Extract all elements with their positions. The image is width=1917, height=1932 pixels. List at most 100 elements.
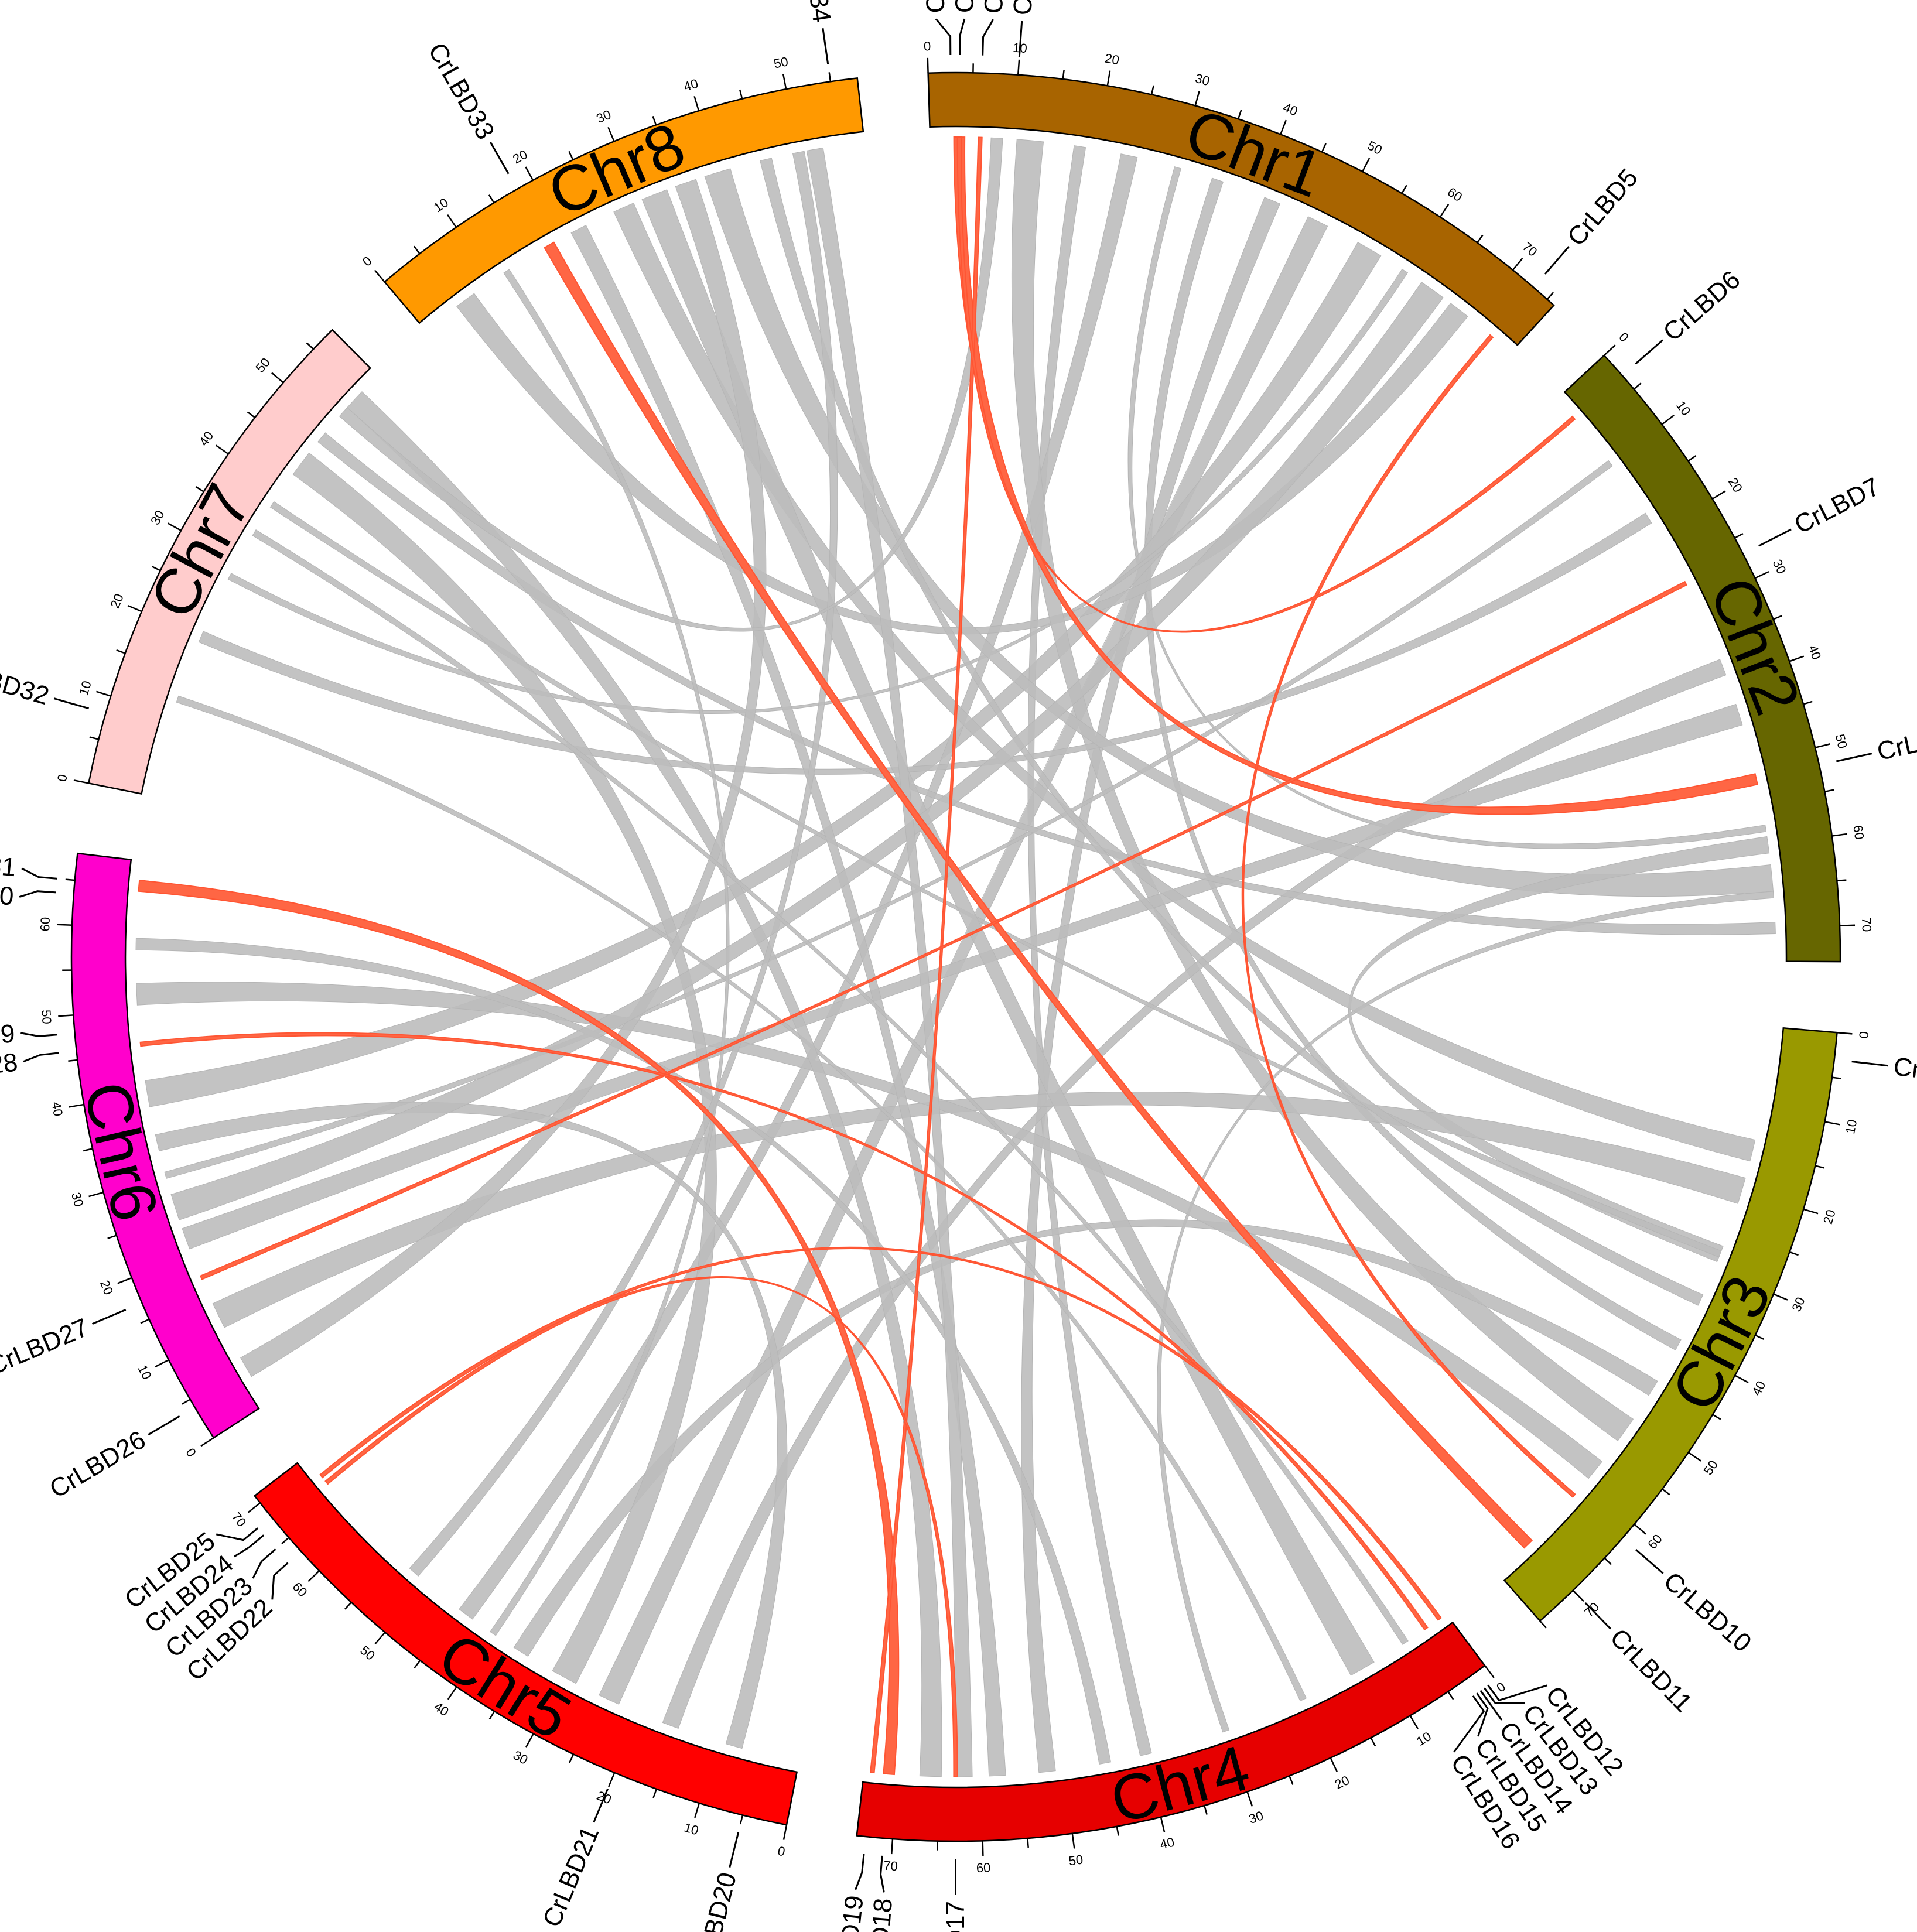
major-tick (1803, 1209, 1818, 1213)
gene-leader-line (1545, 247, 1569, 274)
tick-label: 10 (682, 1820, 700, 1838)
gene-label: CrLBD7 (1790, 472, 1885, 539)
tick-label: 30 (1247, 1808, 1265, 1827)
chromosome-name: Chr4 (1103, 1731, 1256, 1837)
tick-label: 40 (682, 76, 700, 94)
minor-tick (90, 737, 99, 740)
gene-marker: CrLBD32 (0, 654, 89, 710)
tick-label: 30 (511, 1748, 530, 1767)
gene-leader-line (93, 1309, 126, 1324)
major-tick (1825, 1122, 1840, 1125)
gene-label: CrLBD5 (1562, 163, 1643, 251)
tick-label: 30 (1770, 557, 1789, 576)
minor-tick (740, 90, 742, 99)
gene-marker: CrLBD17 (941, 1859, 970, 1932)
gene-leader-line (936, 19, 951, 55)
minor-tick (1832, 1078, 1841, 1079)
gene-label: CrLBD3 (979, 0, 1012, 14)
tick-label: 20 (510, 147, 529, 167)
gene-leader-line (490, 142, 508, 174)
gene-label: CrLBD8 (1874, 719, 1917, 767)
tick-label: 70 (1859, 917, 1874, 932)
major-tick (1634, 1524, 1646, 1534)
gene-leader-line (1852, 1062, 1888, 1066)
tick-label: 50 (357, 1643, 378, 1663)
gene-label: CrLBD34 (792, 0, 836, 25)
gene-leader-line (1636, 1550, 1663, 1574)
gene-label: CrLBD2 (951, 0, 980, 13)
gene-leader-line (216, 1528, 258, 1540)
tick-label: 50 (1365, 138, 1385, 157)
gene-label: CrLBD17 (941, 1901, 970, 1932)
tick-label: 40 (431, 1699, 451, 1719)
gene-label: CrLBD27 (0, 1313, 93, 1381)
gene-label: CrLBD1 (920, 0, 950, 13)
minor-tick (653, 1789, 657, 1798)
tick-label: 30 (148, 508, 168, 527)
gene-label: CrLBD20 (689, 1869, 742, 1932)
gene-leader-line (1836, 754, 1872, 761)
gene-marker: CrLBD19 (829, 1854, 869, 1932)
gene-label: CrLBD9 (1892, 1052, 1917, 1092)
minor-tick (1027, 1838, 1028, 1848)
tick-label: 0 (924, 39, 931, 53)
gene-label: CrLBD19 (829, 1894, 869, 1932)
gene-marker: CrLBD5 (1545, 163, 1643, 274)
minor-tick (1289, 1776, 1293, 1785)
tick-label: 30 (1194, 71, 1211, 89)
tick-label: 20 (97, 1278, 116, 1297)
tick-label: 60 (1645, 1531, 1665, 1552)
tick-label: 20 (1725, 475, 1745, 495)
minor-tick (1402, 185, 1407, 193)
gene-leader-line (960, 19, 965, 55)
gene-leader-line (23, 1053, 59, 1062)
gene-label: CrLBD6 (1658, 265, 1745, 347)
highlight-links (139, 137, 1758, 1777)
minor-tick (1634, 383, 1641, 389)
gene-leader-line (148, 1416, 179, 1435)
minor-tick (307, 343, 314, 349)
minor-tick (489, 195, 494, 203)
minor-tick (282, 1538, 289, 1544)
tick-label: 60 (976, 1860, 990, 1875)
gene-label: CrLBD31 (0, 843, 18, 882)
tick-label: 50 (252, 355, 273, 375)
tick-label: 50 (1701, 1458, 1721, 1478)
minor-tick (1735, 534, 1743, 538)
major-tick (1604, 345, 1615, 355)
major-tick (1573, 1591, 1584, 1602)
gene-marker: CrLBD27 (0, 1309, 126, 1380)
tick-label: 0 (1616, 330, 1632, 345)
gene-label: CrLBD26 (45, 1425, 151, 1504)
major-tick (784, 1825, 787, 1840)
minor-tick (345, 1602, 351, 1609)
chromosome-name: Chr2 (1696, 567, 1814, 724)
minor-tick (1063, 70, 1064, 79)
major-tick (1331, 1758, 1337, 1772)
major-tick (1662, 415, 1675, 425)
minor-tick (569, 1755, 573, 1763)
major-tick (74, 780, 88, 783)
major-tick (201, 1438, 214, 1446)
major-tick (1689, 1452, 1701, 1461)
minor-tick (1803, 702, 1812, 705)
minor-tick (1151, 86, 1154, 95)
tick-label: 60 (1445, 184, 1465, 204)
gene-label: CrLBD21 (537, 1822, 604, 1931)
minor-tick (1837, 880, 1846, 881)
gene-leader-line (730, 1832, 739, 1868)
major-tick (1837, 1032, 1853, 1034)
major-tick (695, 1803, 699, 1818)
major-tick (1513, 258, 1522, 270)
gene-leader-line (253, 1549, 276, 1578)
gene-marker: CrLBD9 (1852, 1052, 1917, 1092)
gene-marker: CrLBD33 (422, 38, 508, 174)
gene-leader-line (19, 891, 56, 897)
minor-tick (108, 1236, 117, 1239)
major-tick (695, 96, 699, 111)
minor-tick (248, 412, 255, 418)
minor-tick (1540, 1621, 1546, 1628)
major-tick (1072, 1834, 1075, 1849)
major-tick (1832, 834, 1847, 836)
tick-label: 50 (1068, 1852, 1084, 1868)
